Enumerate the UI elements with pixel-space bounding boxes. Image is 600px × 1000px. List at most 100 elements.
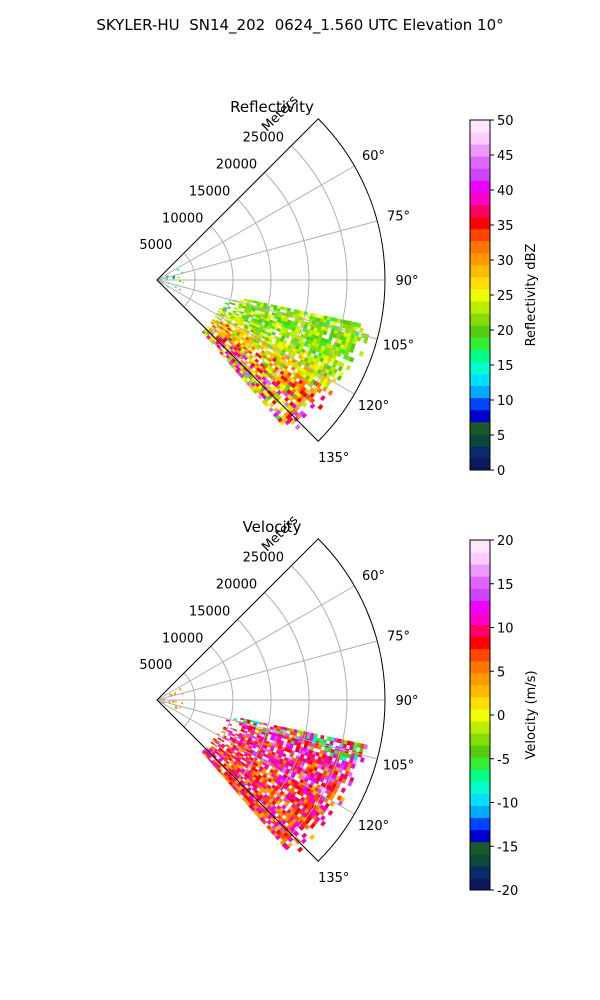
colorbar-swatch [470, 168, 490, 181]
echo-cell [237, 791, 242, 797]
echo-cell [232, 331, 237, 335]
echo-cell [282, 729, 288, 734]
echo-cell [272, 307, 278, 311]
echo-cell [225, 330, 230, 335]
echo-cell [339, 362, 345, 368]
echo-cell [237, 329, 243, 334]
echo-cell [225, 719, 230, 722]
echo-cell [225, 335, 230, 340]
echo-cell [243, 355, 248, 361]
echo-cell [248, 323, 254, 328]
echo-cell [208, 329, 213, 333]
echo-cell [253, 342, 259, 347]
echo-cell [232, 751, 237, 755]
echo-cell [237, 742, 243, 747]
echo-cell [296, 312, 301, 317]
echo-cell [233, 341, 238, 346]
echo-cell [269, 736, 275, 741]
echo-cell [179, 280, 181, 283]
azimuth-spoke [156, 640, 378, 701]
echo-cell [334, 784, 340, 791]
echo-cell [343, 319, 348, 325]
echo-cell [224, 325, 229, 330]
echo-cell [325, 319, 331, 325]
echo-cell [332, 333, 338, 339]
azimuth-spokes: 60° 75° 90° 105° 120° 135° [156, 569, 419, 886]
echo-cell [240, 717, 245, 721]
echo-cell [294, 395, 300, 402]
echo-cell [244, 751, 250, 756]
echo-cell [203, 333, 208, 338]
colorbar-swatch [470, 877, 490, 891]
echo-cell [252, 330, 258, 335]
echo-cell [301, 402, 308, 408]
echo-cell [241, 762, 246, 767]
echo-cell [241, 322, 247, 327]
echo-cell [342, 323, 348, 329]
echo-cell [290, 740, 295, 745]
echo-cell [248, 751, 254, 755]
colorbar-swatch [470, 409, 490, 423]
colorbar-swatch [470, 660, 490, 674]
echo-cell [262, 341, 267, 346]
echo-cell [249, 312, 255, 317]
echo-cell [221, 353, 226, 358]
echo-cell [234, 345, 239, 350]
azimuth-tick-label: 135° [318, 871, 349, 886]
echo-cell [322, 750, 328, 756]
echo-cell [245, 735, 250, 739]
colorbar-swatch [470, 445, 490, 459]
echo-cell [271, 385, 277, 391]
echo-cell [319, 749, 325, 755]
colorbar-swatch [470, 708, 490, 722]
echo-cell [228, 781, 233, 786]
colorbar-label: Velocity (m/s) [524, 670, 539, 759]
echo-cell [252, 338, 257, 343]
echo-cell [310, 333, 316, 339]
echo-cell [276, 725, 281, 730]
echo-cell [273, 341, 279, 347]
azimuth-spoke [156, 699, 355, 815]
echo-cell [332, 321, 338, 327]
echo-cell [215, 761, 220, 766]
echo-cell [330, 328, 336, 334]
echo-cell [297, 739, 303, 744]
echo-cell [247, 325, 253, 330]
echo-cell [232, 738, 237, 742]
echo-cell [230, 339, 235, 344]
echo-cell [240, 744, 246, 749]
echo-cell [248, 344, 253, 349]
echo-cell [296, 309, 302, 314]
echo-cell [330, 316, 335, 322]
echo-cell [250, 739, 255, 744]
echo-cell [230, 322, 235, 327]
echo-cell [242, 781, 247, 787]
echo-cell [345, 324, 351, 330]
echo-cell [319, 777, 325, 783]
echo-cell [329, 332, 335, 338]
echo-cell [250, 730, 255, 734]
echo-cell [318, 752, 324, 758]
echo-cell [224, 319, 229, 323]
echo-cell [282, 797, 288, 803]
echo-cell [233, 347, 238, 352]
echo-cell [268, 362, 274, 368]
colorbar-swatch [470, 612, 490, 625]
echo-cell [217, 310, 222, 314]
echo-cell [228, 325, 233, 330]
echo-cell [231, 302, 236, 306]
echo-cell [258, 789, 264, 795]
echo-cell [221, 323, 226, 328]
page-title: SKYLER-HU SN14_202 0624_1.560 UTC Elevat… [96, 16, 504, 34]
echo-cell [247, 729, 252, 733]
echo-cell [248, 736, 253, 741]
echo-cell [208, 758, 213, 763]
echo-cell [226, 322, 231, 327]
echo-cell [215, 739, 220, 744]
echo-cell [249, 741, 255, 746]
echo-cell [265, 748, 270, 753]
echo-cell [231, 343, 237, 348]
echo-cell [233, 761, 238, 766]
echo-cell [236, 773, 242, 778]
colorbar-swatch [470, 240, 490, 254]
